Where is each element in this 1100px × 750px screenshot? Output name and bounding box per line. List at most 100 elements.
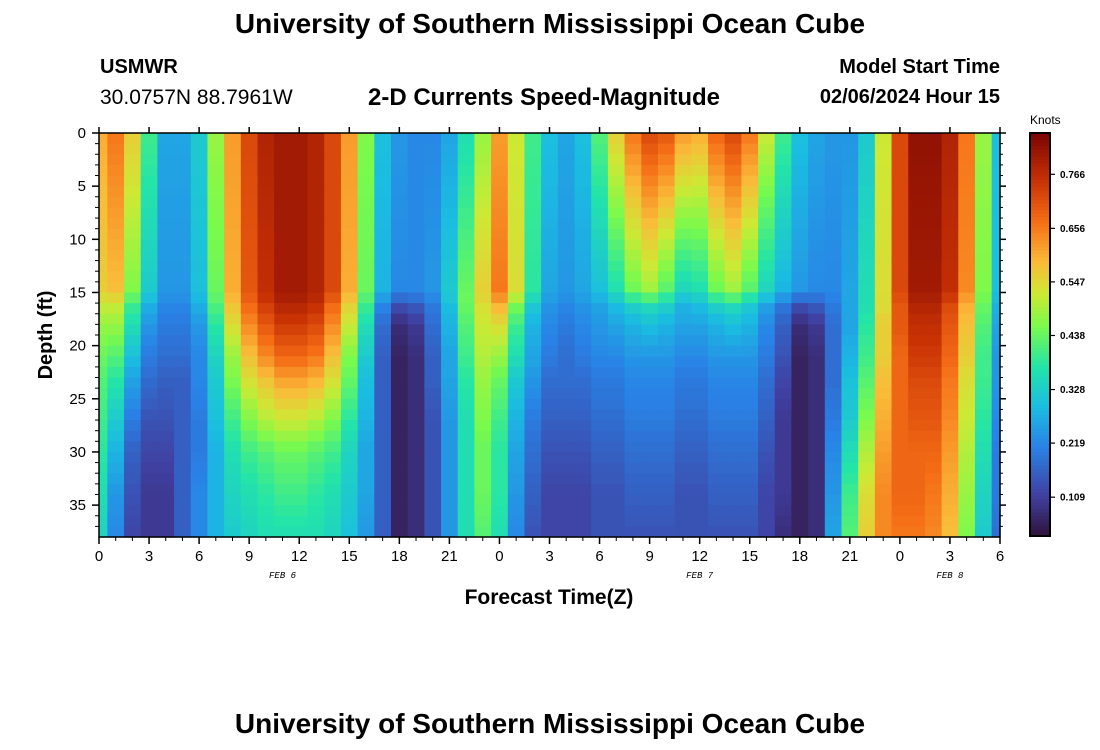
colorbar-swatch: [1030, 159, 1050, 164]
heatmap-cell: [774, 218, 793, 230]
heatmap-cell: [207, 388, 225, 400]
heatmap-cell: [758, 271, 776, 283]
heatmap-cell: [190, 164, 209, 177]
heatmap-cell: [791, 292, 809, 304]
heatmap-cell: [824, 228, 843, 240]
heatmap-cell: [808, 505, 826, 517]
heatmap-cell: [441, 186, 459, 198]
heatmap-cell: [974, 228, 993, 240]
heatmap-cell: [591, 164, 609, 177]
heatmap-cell: [190, 462, 209, 474]
heatmap-cell: [357, 313, 375, 325]
heatmap-cell: [674, 218, 692, 230]
heatmap-cell: [207, 494, 225, 506]
heatmap-cell: [774, 451, 793, 464]
heatmap-cell: [274, 398, 292, 411]
heatmap-cell: [824, 133, 843, 145]
heatmap-cell: [758, 409, 776, 421]
heatmap-cell: [741, 356, 759, 368]
heatmap-cell: [924, 356, 943, 368]
x-tick-label: 0: [95, 548, 103, 565]
heatmap-cell: [708, 303, 726, 315]
station-coordinates: 30.0757N 88.7961W: [100, 86, 293, 109]
colorbar-swatch: [1030, 495, 1050, 500]
heatmap-cell: [474, 271, 492, 283]
heatmap-cell: [491, 207, 509, 219]
heatmap-cell: [607, 377, 626, 389]
heatmap-cell: [207, 324, 225, 336]
heatmap-cell: [908, 143, 926, 155]
heatmap-cell: [491, 228, 509, 240]
heatmap-cell: [274, 356, 292, 368]
heatmap-cell: [107, 356, 125, 368]
heatmap-cell: [274, 462, 292, 474]
heatmap-cell: [190, 207, 209, 219]
heatmap-cell: [824, 356, 843, 368]
heatmap-cell: [274, 260, 292, 272]
heatmap-cell: [974, 143, 993, 155]
heatmap-cell: [774, 494, 793, 506]
heatmap-cell: [908, 207, 926, 219]
heatmap-cell: [591, 335, 609, 347]
heatmap-cell: [674, 483, 692, 496]
heatmap-cell: [424, 186, 442, 198]
heatmap-cell: [407, 260, 425, 272]
heatmap-cell: [891, 175, 909, 187]
heatmap-cell: [207, 186, 225, 198]
heatmap-cell: [624, 154, 642, 166]
heatmap-cell: [574, 398, 592, 411]
heatmap-cell: [774, 462, 793, 474]
heatmap-cell: [591, 228, 609, 240]
heatmap-cell: [407, 356, 425, 368]
heatmap-cell: [657, 345, 676, 357]
heatmap-cell: [140, 249, 158, 262]
heatmap-cell: [908, 526, 926, 538]
heatmap-cell: [190, 356, 209, 368]
heatmap-cell: [324, 430, 342, 442]
colorbar-swatch: [1030, 364, 1050, 369]
heatmap-cell: [441, 249, 459, 262]
heatmap-cell: [224, 388, 242, 400]
heatmap-cell: [791, 228, 809, 240]
heatmap-cell: [824, 388, 843, 400]
heatmap-cell: [941, 483, 959, 496]
colorbar-swatch: [1030, 398, 1050, 403]
heatmap-cell: [124, 473, 142, 485]
heatmap-cell: [374, 345, 392, 357]
x-tick-label: 12: [691, 548, 708, 565]
heatmap-cell: [207, 154, 225, 166]
heatmap-cell: [974, 335, 993, 347]
heatmap-cell: [474, 505, 492, 517]
heatmap-cell: [407, 175, 425, 187]
heatmap-cell: [407, 377, 425, 389]
heatmap-cell: [190, 303, 209, 315]
heatmap-cell: [357, 388, 375, 400]
heatmap-cell: [641, 271, 659, 283]
heatmap-cell: [190, 526, 209, 538]
heatmap-cell: [307, 377, 325, 389]
heatmap-cell: [741, 473, 759, 485]
heatmap-cell: [824, 175, 843, 187]
colorbar-swatch: [1030, 351, 1050, 356]
heatmap-cell: [891, 345, 909, 357]
heatmap-cell: [307, 356, 325, 368]
heatmap-cell: [390, 303, 409, 315]
heatmap-cell: [374, 207, 392, 219]
heatmap-cell: [157, 377, 175, 389]
heatmap-cell: [407, 143, 425, 155]
heatmap-cell: [758, 175, 776, 187]
heatmap-cell: [257, 409, 275, 421]
heatmap-cell: [491, 451, 509, 464]
colorbar-swatch: [1030, 394, 1050, 399]
heatmap-cell: [758, 526, 776, 538]
heatmap-cell: [591, 239, 609, 251]
heatmap-cell: [591, 420, 609, 432]
heatmap-cell: [390, 505, 409, 517]
heatmap-cell: [657, 196, 676, 209]
heatmap-cell: [908, 228, 926, 240]
heatmap-cell: [390, 377, 409, 389]
heatmap-cell: [874, 356, 893, 368]
heatmap-cell: [791, 430, 809, 442]
heatmap-cell: [891, 207, 909, 219]
heatmap-cell: [407, 366, 425, 379]
